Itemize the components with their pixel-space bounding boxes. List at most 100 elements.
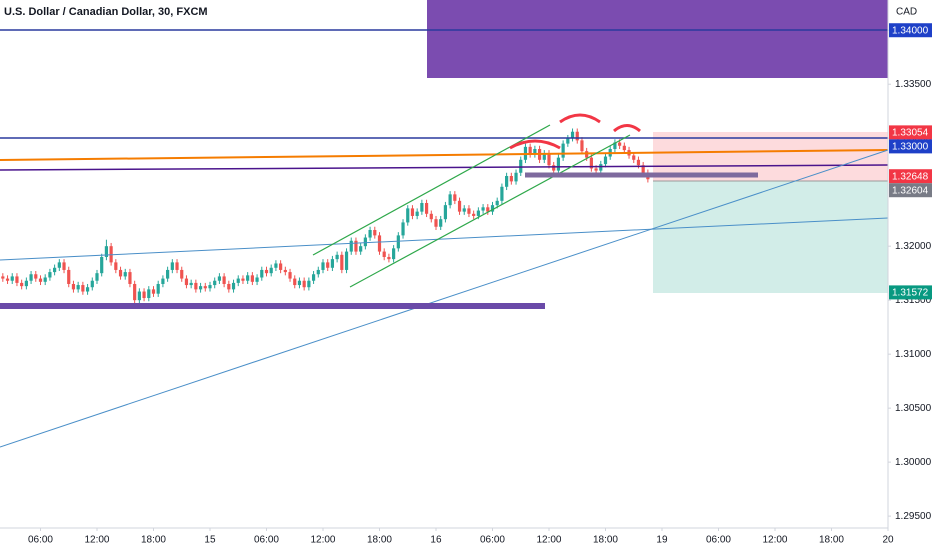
candle-body <box>293 278 297 286</box>
currency-label: CAD <box>896 7 917 18</box>
candle-body <box>264 269 269 274</box>
candle-body <box>15 276 19 283</box>
y-tick-label: 1.31000 <box>895 349 932 360</box>
candle-body <box>429 213 433 220</box>
candle-body <box>194 282 198 290</box>
candle-body <box>585 151 589 158</box>
candle-body <box>62 262 66 270</box>
candle-body <box>552 165 556 171</box>
candle-body <box>632 155 636 160</box>
candle-body <box>368 229 372 238</box>
candle-body <box>85 287 90 292</box>
candle-body <box>133 283 137 301</box>
price-badge-label: 1.32648 <box>892 171 929 182</box>
price-badge-label: 1.31572 <box>892 288 929 299</box>
candle-body <box>594 168 598 171</box>
candle-body <box>76 285 80 290</box>
candle-body <box>170 262 174 270</box>
candle-body <box>618 142 622 146</box>
shoulder-arc <box>509 139 561 150</box>
candle-body <box>387 256 391 260</box>
x-tick-label: 18:00 <box>593 535 618 546</box>
candle-body <box>448 194 452 206</box>
candle-body <box>509 176 513 182</box>
candle-body <box>5 278 10 281</box>
candle-body <box>533 149 537 155</box>
candle-body <box>363 237 367 247</box>
candle-body <box>283 269 287 273</box>
axes: 06:00 12:00 18:00 15 06:00 12:00 18:00 16 06:00 1… <box>28 23 932 546</box>
candle-body <box>575 131 579 141</box>
candle-body <box>415 211 419 216</box>
candle-body <box>311 274 316 281</box>
candle-body <box>344 251 349 270</box>
candle-body <box>104 246 109 257</box>
candle-body <box>636 159 641 166</box>
y-tick-label: 1.30500 <box>895 403 932 414</box>
candle-body <box>250 275 254 282</box>
y-tick-label: 1.33500 <box>895 79 932 90</box>
candle-body <box>81 285 85 292</box>
trend-line <box>0 217 889 261</box>
candle-body <box>38 278 43 282</box>
candle-body <box>495 200 499 206</box>
candle-body <box>156 283 160 294</box>
candle-body <box>100 256 104 274</box>
trend-line <box>0 149 889 448</box>
candle-body <box>622 145 626 151</box>
candle-body <box>114 262 118 270</box>
candle-body <box>542 153 546 160</box>
candle-body <box>236 278 240 283</box>
candle-body <box>24 280 28 287</box>
y-tick-label: 1.31500 <box>895 295 932 306</box>
candle-body <box>457 200 462 212</box>
candle-body <box>500 186 504 201</box>
candle-body <box>330 259 335 268</box>
price-badge-label: 1.32604 <box>892 185 929 196</box>
candle-body <box>217 276 222 281</box>
candle-body <box>67 269 71 284</box>
price-badge <box>889 169 932 184</box>
candle-body <box>514 172 518 182</box>
price-badge-label: 1.33000 <box>892 142 929 153</box>
candle-body <box>180 269 184 279</box>
x-tick-label: 06:00 <box>28 535 53 546</box>
candle-body <box>231 282 236 290</box>
purple-zone <box>427 0 888 78</box>
candle-body <box>43 277 47 282</box>
candle-body <box>439 219 443 227</box>
candle-body <box>472 213 476 216</box>
candle-body <box>279 263 283 270</box>
candle-body <box>490 205 495 212</box>
x-tick-label: 15 <box>204 535 216 546</box>
candle-body <box>269 267 273 274</box>
candle-body <box>570 131 575 139</box>
candle-body <box>377 235 382 252</box>
candle-body <box>118 269 123 277</box>
candle-body <box>467 208 471 214</box>
x-tick-label: 06:00 <box>706 535 731 546</box>
price-badge <box>889 125 932 140</box>
channel-line <box>349 134 631 288</box>
candle-body <box>255 277 259 282</box>
candle-body <box>519 159 523 173</box>
candle-body <box>307 280 311 288</box>
candle-body <box>476 210 480 216</box>
x-tick-label: 06:00 <box>480 535 505 546</box>
candle-body <box>53 267 57 273</box>
drawings <box>0 29 889 448</box>
price-badge <box>889 139 932 154</box>
candle-body <box>175 262 179 270</box>
x-tick-label: 18:00 <box>141 535 166 546</box>
candle-body <box>227 283 231 290</box>
candle-body <box>349 240 353 252</box>
candle-body <box>406 208 410 223</box>
candle-body <box>274 263 278 268</box>
candle-body <box>246 275 250 281</box>
candle-body <box>589 157 593 169</box>
candle-body <box>335 254 339 260</box>
candle-body <box>48 272 52 278</box>
drawing-zones <box>427 0 888 293</box>
